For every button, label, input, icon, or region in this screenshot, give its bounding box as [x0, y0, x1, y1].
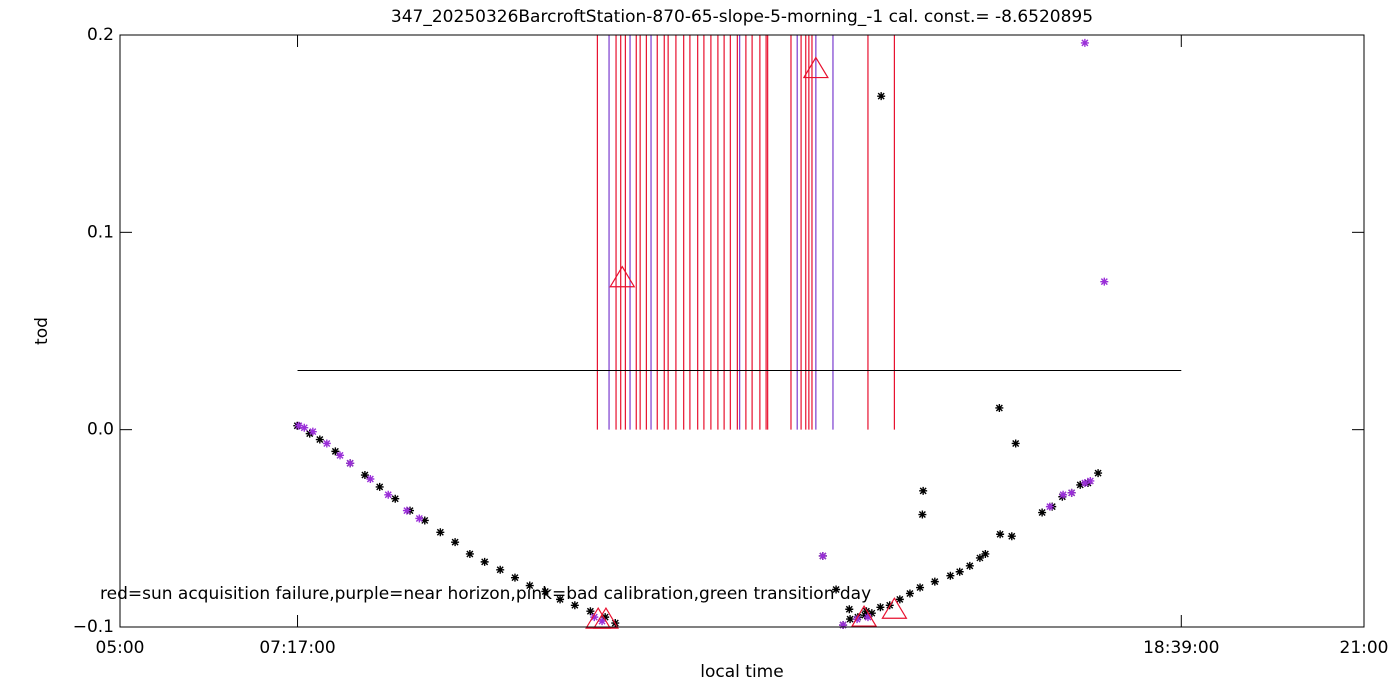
point	[946, 571, 955, 580]
annotation: red=sun acquisition failure,purple=near …	[100, 584, 871, 604]
point	[1059, 490, 1068, 499]
point	[916, 583, 925, 592]
point	[1094, 469, 1103, 478]
point	[955, 567, 964, 576]
point	[436, 528, 445, 537]
point	[919, 486, 928, 495]
point	[391, 494, 400, 503]
point	[867, 609, 876, 618]
point	[975, 553, 984, 562]
point	[1080, 38, 1089, 47]
point	[402, 506, 411, 515]
point	[1086, 476, 1095, 485]
point	[918, 510, 927, 519]
point	[877, 92, 886, 101]
point	[1067, 488, 1076, 497]
y-tick-label: −0.1	[73, 617, 114, 637]
point	[1007, 532, 1016, 541]
point	[1100, 277, 1109, 286]
x-tick-label: 18:39:00	[1143, 638, 1219, 658]
point	[510, 573, 519, 582]
point	[996, 530, 1005, 539]
point	[331, 447, 340, 456]
point	[360, 471, 369, 480]
y-tick-label: 0.1	[87, 222, 114, 242]
x-tick-label: 07:17:00	[259, 638, 335, 658]
point	[315, 435, 324, 444]
point	[1045, 502, 1054, 511]
point	[839, 621, 848, 630]
plot-frame	[119, 34, 1365, 628]
point	[862, 607, 871, 616]
point	[832, 585, 841, 594]
point	[609, 265, 636, 288]
point	[375, 482, 384, 491]
point	[420, 516, 429, 525]
point	[895, 595, 904, 604]
point	[590, 613, 599, 622]
point	[1038, 508, 1047, 517]
point	[802, 56, 829, 79]
point	[845, 605, 854, 614]
y-tick-label: 0.2	[87, 25, 114, 45]
point	[1080, 478, 1089, 487]
point	[496, 565, 505, 574]
point	[451, 538, 460, 547]
point	[556, 595, 565, 604]
x-axis-label: local time	[700, 662, 783, 682]
point	[853, 615, 862, 624]
point	[598, 617, 607, 626]
point	[525, 581, 534, 590]
chart-title: 347_20250326BarcroftStation-870-65-slope…	[391, 7, 1093, 27]
point	[570, 601, 579, 610]
point	[480, 557, 489, 566]
y-tick-label: 0.0	[87, 420, 114, 440]
point	[294, 421, 303, 430]
point	[930, 577, 939, 586]
point	[863, 613, 872, 622]
x-tick-label: 21:00	[1340, 638, 1389, 658]
point	[300, 423, 309, 432]
point	[1011, 439, 1020, 448]
point	[905, 589, 914, 598]
point	[384, 490, 393, 499]
point	[1076, 480, 1085, 489]
point	[308, 427, 317, 436]
point	[305, 429, 314, 438]
point	[1058, 492, 1067, 501]
point	[965, 561, 974, 570]
point	[981, 549, 990, 558]
point	[881, 597, 908, 619]
y-axis-label: tod	[32, 317, 52, 345]
point	[818, 551, 827, 560]
point	[336, 451, 345, 460]
point	[465, 549, 474, 558]
point	[541, 587, 550, 596]
point	[322, 439, 331, 448]
point	[851, 604, 878, 627]
point	[995, 403, 1004, 412]
x-tick-label: 05:00	[96, 638, 145, 658]
point	[586, 607, 595, 616]
point	[846, 615, 855, 624]
point	[366, 475, 375, 483]
point	[601, 613, 610, 622]
point	[860, 611, 869, 620]
point	[415, 514, 424, 523]
point	[876, 603, 885, 612]
point	[592, 606, 619, 629]
point	[346, 459, 355, 468]
